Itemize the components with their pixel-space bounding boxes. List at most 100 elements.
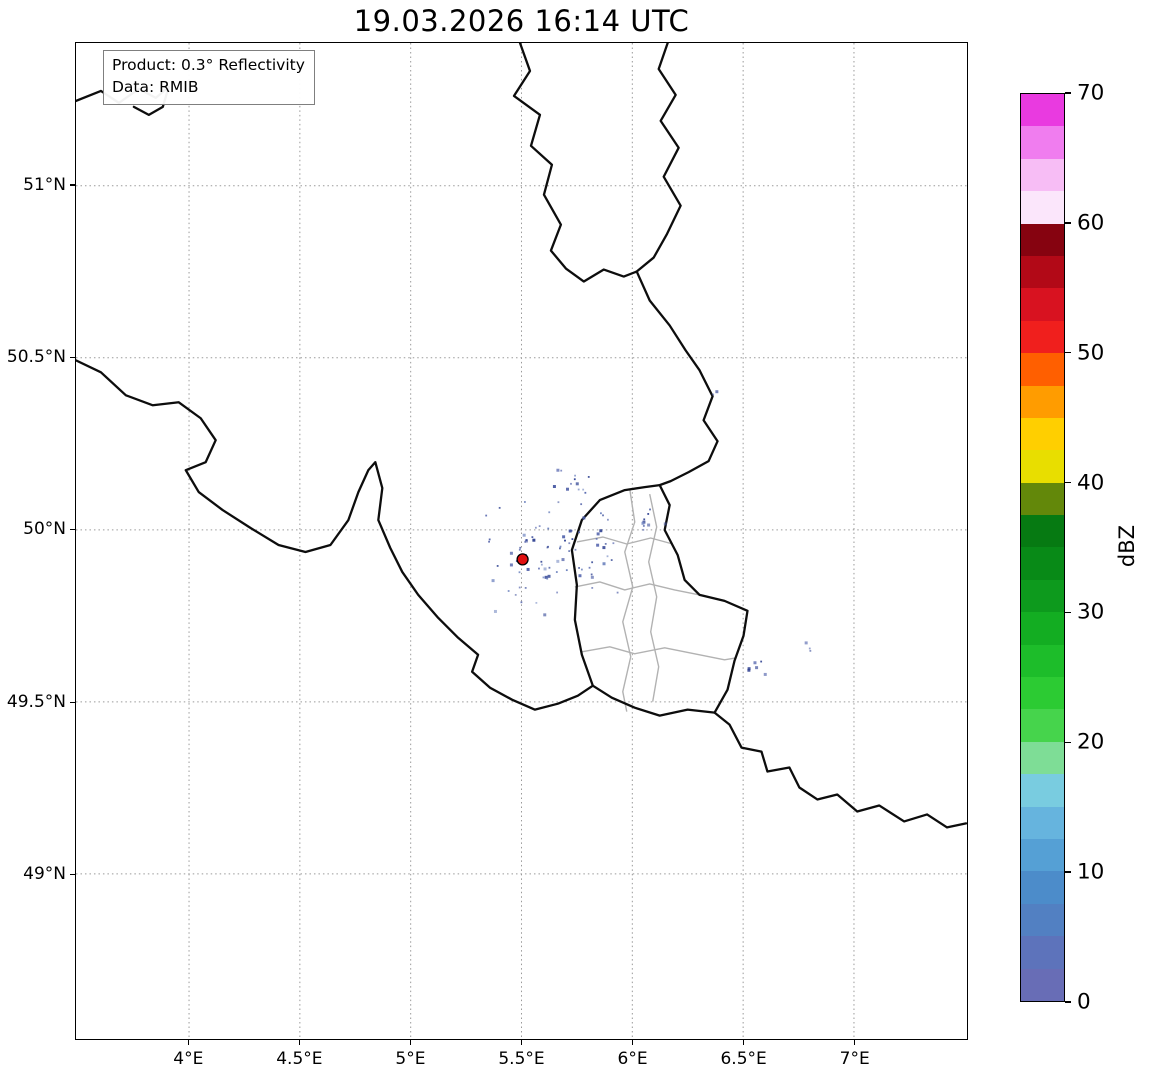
colorbar-band — [1021, 709, 1064, 742]
echo-pixel — [522, 533, 526, 537]
colorbar-band — [1021, 320, 1064, 354]
x-tick-mark — [298, 1040, 300, 1045]
echo-pixel — [575, 482, 579, 486]
y-tick-mark — [70, 184, 75, 186]
echo-pixel — [556, 559, 560, 563]
colorbar-band — [1021, 547, 1064, 580]
colorbar-tick-label: 0 — [1077, 989, 1091, 1015]
y-tick-label: 50.5°N — [6, 346, 66, 367]
echo-pixel — [538, 567, 540, 570]
echo-pixel — [602, 546, 606, 550]
echo-pixel — [580, 568, 583, 571]
echo-pixel — [493, 609, 497, 613]
echo-pixel — [607, 518, 609, 521]
map-plot-area: Product: 0.3° Reflectivity Data: RMIB — [75, 42, 968, 1040]
luxembourg-district-borders — [574, 488, 737, 712]
colorbar-band — [1021, 94, 1064, 127]
x-tick-mark — [187, 1040, 189, 1045]
x-tick-mark — [520, 1040, 523, 1045]
echo-pixel — [574, 474, 576, 477]
echo-pixel — [663, 522, 667, 526]
echo-pixel — [573, 478, 576, 481]
echo-pixel — [552, 485, 556, 489]
echo-pixel — [519, 546, 522, 549]
echo-pixel — [712, 393, 715, 396]
echo-pixel — [491, 579, 495, 583]
echo-pixel — [543, 613, 547, 617]
echo-pixel — [542, 576, 545, 579]
echo-pixel — [747, 667, 751, 671]
colorbar-tick-mark — [1065, 741, 1071, 743]
colorbar-band — [1021, 158, 1064, 192]
echo-pixel — [578, 531, 580, 534]
echo-pixel — [612, 542, 615, 545]
border-path-belgium-france — [76, 359, 594, 711]
echo-pixel — [547, 574, 551, 578]
x-tick-mark — [743, 1040, 745, 1045]
echo-pixel — [588, 566, 591, 569]
colorbar-band — [1021, 191, 1064, 224]
echo-pixel — [509, 551, 513, 555]
colorbar-band — [1021, 968, 1064, 1001]
y-tick-mark — [70, 529, 75, 531]
x-tick-label: 7°E — [839, 1049, 870, 1069]
y-tick-label: 50°N — [23, 519, 66, 540]
echo-pixel — [568, 550, 571, 552]
echo-pixel — [755, 666, 759, 670]
echo-pixel — [565, 569, 568, 572]
echo-pixel — [538, 525, 541, 528]
echo-pixel — [557, 501, 560, 504]
echo-pixel — [540, 563, 543, 566]
border-path-limburg-west — [512, 43, 638, 283]
echo-pixel — [804, 641, 808, 645]
echo-pixel — [525, 539, 528, 541]
echo-pixel — [580, 503, 583, 506]
echo-pixel — [548, 511, 551, 514]
x-tick-mark — [854, 1040, 856, 1045]
colorbar-band — [1021, 741, 1064, 775]
echo-pixel — [561, 558, 565, 562]
echo-pixel — [535, 601, 538, 604]
colorbar-band — [1021, 353, 1064, 386]
echo-pixel — [604, 542, 607, 545]
echo-pixel — [524, 539, 528, 543]
echo-pixel — [562, 535, 566, 539]
x-tick-label: 5.5°E — [498, 1049, 545, 1069]
echo-pixel — [543, 567, 547, 571]
echo-pixel — [514, 593, 517, 596]
echo-pixel — [518, 571, 521, 574]
y-tick-label: 51°N — [23, 174, 66, 195]
colorbar-tick-mark — [1065, 871, 1071, 873]
echo-pixel — [485, 514, 488, 517]
echo-pixel — [602, 514, 604, 517]
colorbar-band — [1021, 385, 1064, 418]
echo-pixel — [596, 543, 600, 547]
colorbar-band — [1021, 482, 1064, 516]
echo-pixel — [606, 555, 609, 558]
colorbar-band — [1021, 838, 1064, 872]
echo-pixel — [496, 565, 499, 567]
border-path-limburg-east — [635, 43, 682, 273]
product-info-box: Product: 0.3° Reflectivity Data: RMIB — [103, 50, 315, 105]
echo-pixel — [587, 476, 590, 478]
echo-pixel — [518, 586, 521, 589]
colorbar-tick-mark — [1065, 92, 1071, 94]
echo-pixel — [564, 539, 566, 542]
y-tick-mark — [70, 701, 75, 703]
y-tick-mark — [70, 356, 75, 359]
colorbar-tick-mark — [1065, 222, 1071, 224]
echo-pixel — [555, 571, 558, 573]
colorbar-tick-label: 40 — [1077, 470, 1105, 496]
echo-pixel — [715, 390, 719, 394]
echo-pixel — [600, 512, 602, 515]
colorbar-tick-label: 10 — [1077, 859, 1105, 885]
colorbar-band — [1021, 223, 1064, 256]
echo-pixel — [488, 538, 491, 541]
x-tick-label: 6°E — [617, 1049, 648, 1069]
colorbar-band — [1021, 644, 1064, 678]
colorbar-band — [1021, 515, 1064, 548]
colorbar-tick-label: 70 — [1077, 80, 1105, 106]
colorbar-band — [1021, 417, 1064, 451]
echo-pixel — [509, 563, 513, 567]
